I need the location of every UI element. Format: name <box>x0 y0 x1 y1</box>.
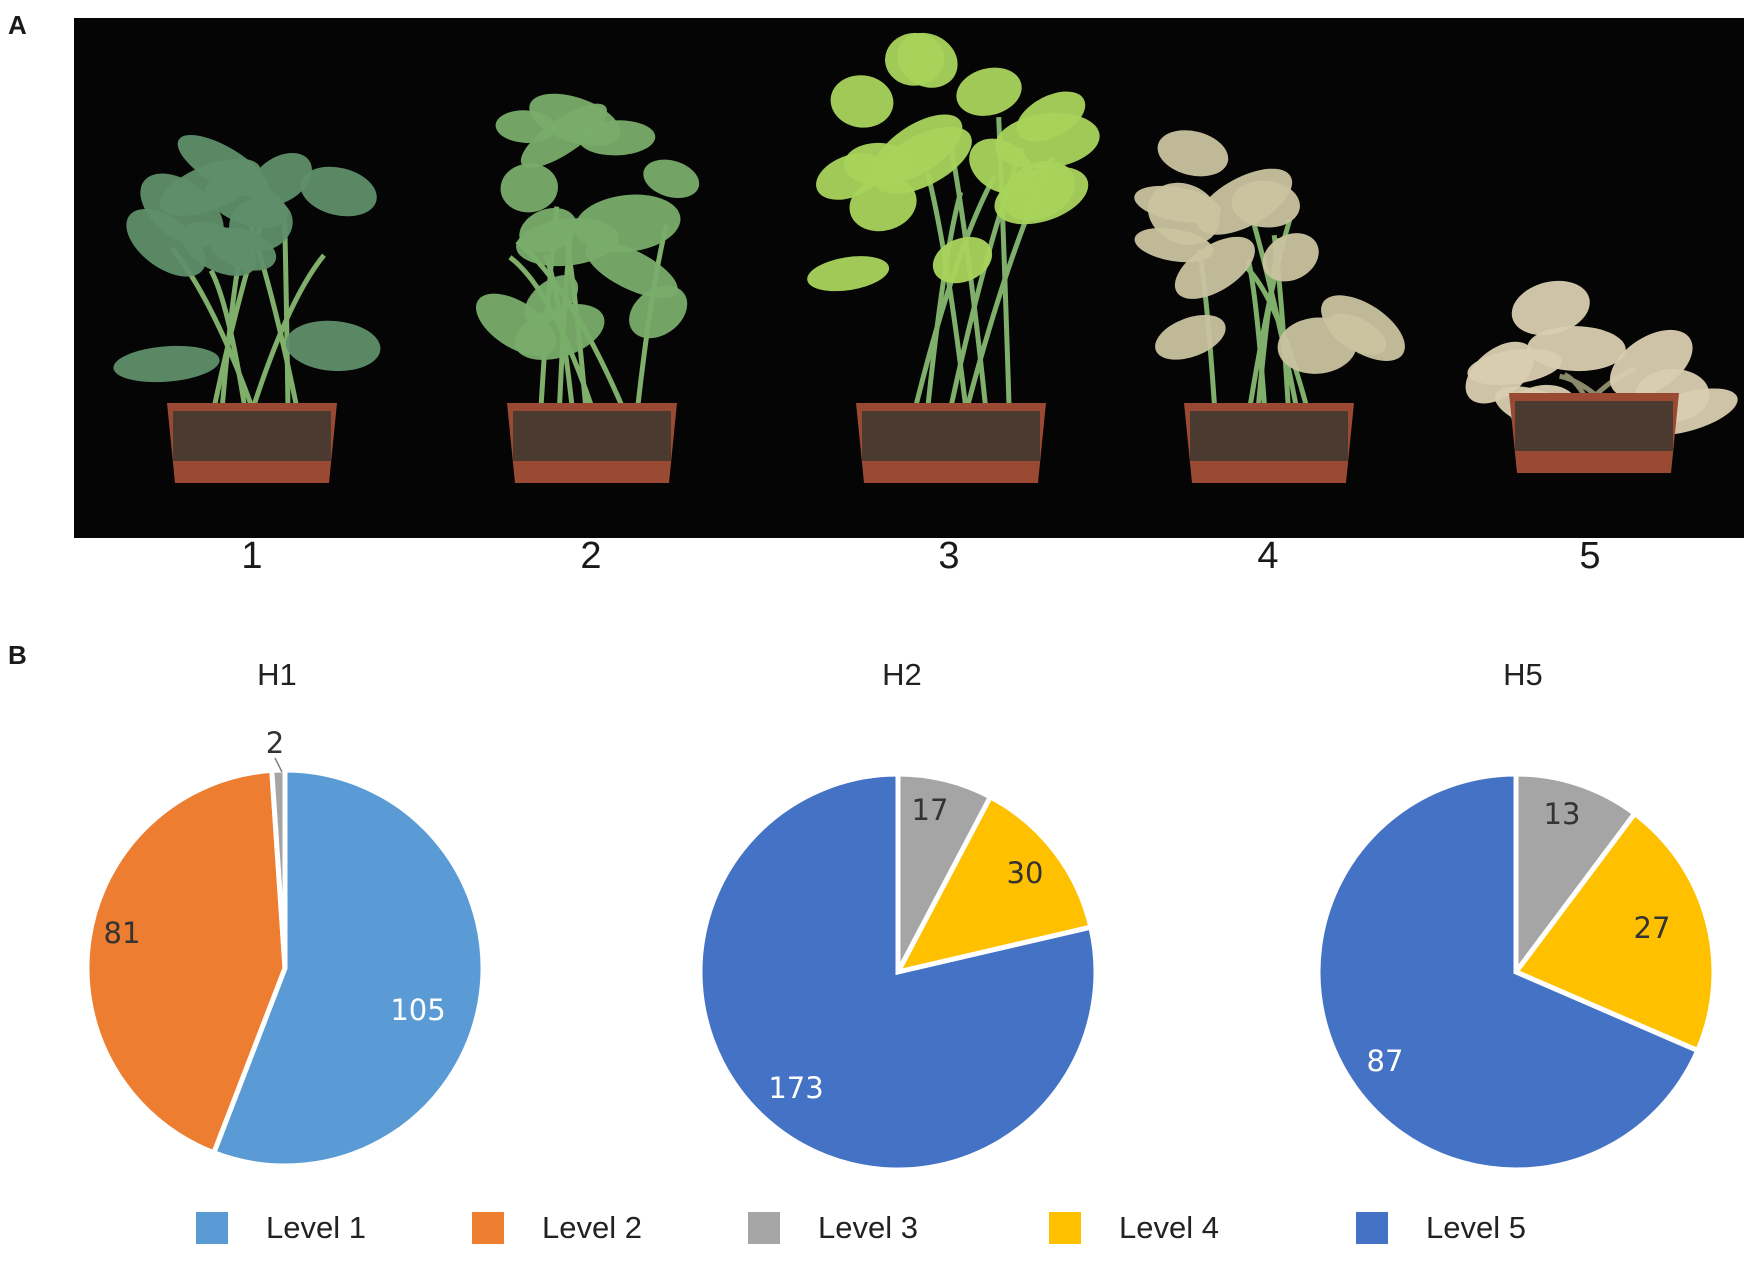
legend-item-level-2: Level 2 <box>472 1208 642 1248</box>
pot-label-5: 5 <box>1579 535 1601 577</box>
legend-item-level-4: Level 4 <box>1049 1208 1219 1248</box>
plant-photo <box>74 18 1744 538</box>
legend-swatch-level-4 <box>1049 1212 1081 1244</box>
plant-photo-drawing <box>113 32 1738 483</box>
pie-slice-h5-level-3 <box>1513 771 1639 980</box>
pie-slice-h2-level-5 <box>697 771 1099 1173</box>
pie-title-h1: H1 <box>257 657 297 692</box>
plant-pot-5 <box>1465 280 1738 473</box>
legend-swatch-level-5 <box>1356 1212 1388 1244</box>
legend-label-level-4: Level 4 <box>1119 1210 1219 1245</box>
legend-swatch-level-3 <box>748 1212 780 1244</box>
pie-slice-h1-level-1 <box>210 767 486 1169</box>
pot-label-4: 4 <box>1257 535 1279 577</box>
legend-label-level-5: Level 5 <box>1426 1210 1526 1245</box>
panel-label-b: B <box>8 640 27 670</box>
legend-item-level-3: Level 3 <box>748 1208 918 1248</box>
pie-value-label-h2-level-3: 17 <box>912 793 949 827</box>
pie-title-h5: H5 <box>1503 657 1543 692</box>
pie-slice-h5-level-5 <box>1315 771 1702 1173</box>
pie-leader-line-h1-level-3 <box>274 757 283 773</box>
pie-slice-h1-level-2 <box>84 767 288 1157</box>
pie-slice-h2-level-4 <box>893 793 1094 976</box>
pot-label-2: 2 <box>580 535 602 577</box>
pot-label-1: 1 <box>241 535 263 577</box>
plant-pot-2 <box>475 93 700 483</box>
panel-label-a: A <box>8 10 27 40</box>
pie-value-label-h5-level-3: 13 <box>1544 797 1581 831</box>
pie-value-label-h1-level-2: 81 <box>104 916 141 950</box>
legend-label-level-3: Level 3 <box>818 1210 918 1245</box>
pie-title-h2: H2 <box>882 657 922 692</box>
legend-swatch-level-1 <box>196 1212 228 1244</box>
pie-value-label-h1-level-3: 2 <box>266 726 284 760</box>
plant-pot-3 <box>807 32 1100 483</box>
pie-value-label-h2-level-4: 30 <box>1007 856 1044 890</box>
pie-value-label-h5-level-5: 87 <box>1367 1044 1404 1078</box>
pie-slice-h1-level-3 <box>269 767 288 969</box>
legend-swatch-level-2 <box>472 1212 504 1244</box>
plant-pot-4 <box>1134 130 1405 483</box>
legend-item-level-1: Level 1 <box>196 1208 366 1248</box>
legend-label-level-1: Level 1 <box>266 1210 366 1245</box>
plant-pot-1 <box>113 134 381 483</box>
pot-label-3: 3 <box>938 535 960 577</box>
pie-value-label-h2-level-5: 173 <box>768 1071 823 1105</box>
legend-item-level-5: Level 5 <box>1356 1208 1526 1248</box>
legend-label-level-2: Level 2 <box>542 1210 642 1245</box>
pie-value-label-h5-level-4: 27 <box>1634 911 1671 945</box>
pie-value-label-h1-level-1: 105 <box>390 993 445 1027</box>
